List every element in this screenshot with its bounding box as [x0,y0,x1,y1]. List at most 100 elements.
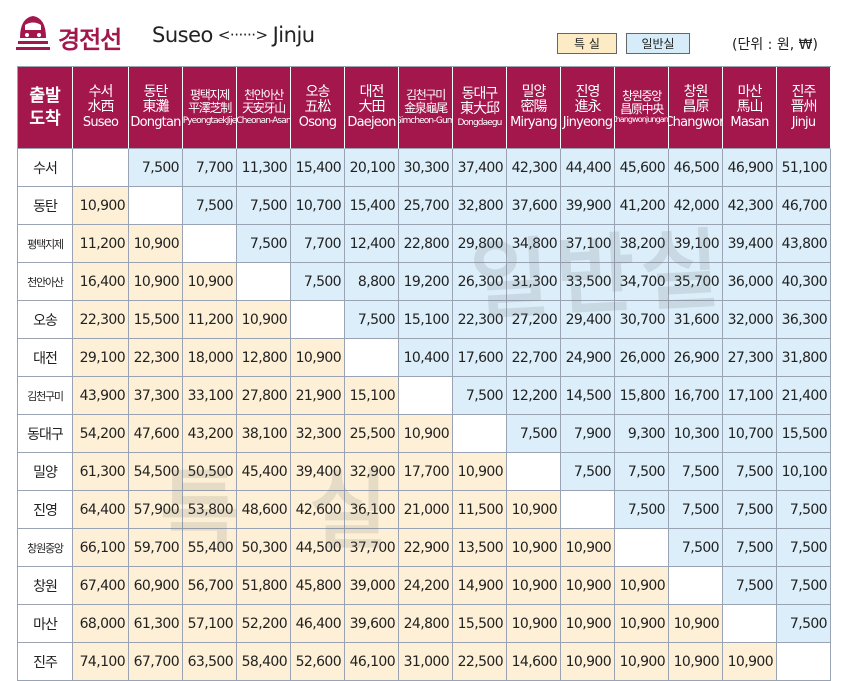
fare-cell: 30,300 [399,149,453,187]
fare-cell: 10,900 [237,301,291,339]
fare-cell: 7,500 [669,491,723,529]
column-header-hanja: 平澤芝制 [188,101,232,116]
column-header-english: Cheonan-Asan [237,115,291,126]
fare-cell: 57,900 [129,491,183,529]
fare-cell: 46,400 [291,605,345,643]
fare-cell: 42,300 [723,187,777,225]
fare-cell: 46,700 [777,187,831,225]
fare-cell: 64,400 [73,491,129,529]
fare-cell: 45,800 [291,567,345,605]
train-icon [16,16,50,50]
column-header-english: Jinyeong [562,114,613,130]
fare-cell: 7,500 [723,529,777,567]
column-header-english: Suseo [82,114,119,130]
fare-cell: 45,400 [237,453,291,491]
column-header-english: Masan [730,114,769,130]
fare-cell: 10,300 [669,415,723,453]
fare-cell: 10,900 [507,529,561,567]
column-header: 동대구 東大邱 Dongdaegu [453,67,507,149]
fare-cell [345,339,399,377]
column-header: 수서 水西 Suseo [73,67,129,149]
fare-cell: 14,600 [507,643,561,681]
fare-cell: 53,800 [183,491,237,529]
fare-cell: 46,500 [669,149,723,187]
column-header-english: PyeongtaekJije [183,115,237,126]
column-header: 천안아산 天安牙山 Cheonan-Asan [237,67,291,149]
fare-cell: 52,600 [291,643,345,681]
fare-cell: 10,900 [453,453,507,491]
fare-cell: 22,300 [129,339,183,377]
fare-cell: 22,800 [399,225,453,263]
fare-cell: 34,800 [507,225,561,263]
fare-table: 출발 도착 수서 水西 Suseo 동탄 東灘 Dongtan 평택지제 平澤芝制 Pyeong… [17,66,831,681]
fare-cell: 59,700 [129,529,183,567]
fare-cell: 43,800 [777,225,831,263]
fare-cell: 22,900 [399,529,453,567]
fare-cell: 35,700 [669,263,723,301]
fare-cell: 10,900 [507,605,561,643]
fare-cell: 15,400 [291,149,345,187]
fare-cell [723,605,777,643]
table-corner: 출발 도착 [18,67,73,149]
fare-cell: 42,000 [669,187,723,225]
fare-cell: 14,900 [453,567,507,605]
fare-cell: 31,800 [777,339,831,377]
fare-cell: 51,800 [237,567,291,605]
fare-cell: 10,700 [291,187,345,225]
fare-cell: 32,000 [723,301,777,339]
fare-cell: 7,500 [615,453,669,491]
fare-cell: 36,300 [777,301,831,339]
fare-cell: 29,100 [73,339,129,377]
fare-cell: 61,300 [129,605,183,643]
column-header-hanja: 天安牙山 [242,101,286,116]
fare-cell: 10,900 [507,491,561,529]
column-header-korean: 동대구 [461,85,499,102]
row-header: 김천구미 [18,377,73,415]
fare-cell: 10,900 [615,605,669,643]
fare-cell: 17,100 [723,377,777,415]
fare-cell: 67,700 [129,643,183,681]
fare-cell: 43,900 [73,377,129,415]
fare-cell: 15,100 [399,301,453,339]
fare-cell: 57,100 [183,605,237,643]
fare-cell: 9,300 [615,415,669,453]
fare-cell: 39,900 [561,187,615,225]
fare-cell: 15,500 [129,301,183,339]
fare-cell [453,415,507,453]
column-header-korean: 밀양 [521,83,547,100]
fare-cell: 10,900 [129,263,183,301]
column-header-korean: 마산 [737,83,763,100]
fare-cell: 44,400 [561,149,615,187]
route-arrow: <······> [217,26,268,44]
fare-cell: 22,700 [507,339,561,377]
fare-cell: 17,700 [399,453,453,491]
column-header-hanja: 昌原中央 [620,102,664,117]
fare-cell: 32,800 [453,187,507,225]
fare-cell: 31,600 [669,301,723,339]
fare-cell: 17,600 [453,339,507,377]
column-header-english: Dongdaegu [457,118,503,129]
fare-cell: 50,300 [237,529,291,567]
fare-cell: 60,900 [129,567,183,605]
column-header: 동탄 東灘 Dongtan [129,67,183,149]
fare-cell [129,187,183,225]
fare-cell: 7,500 [183,187,237,225]
fare-cell: 74,100 [73,643,129,681]
column-header-english: Daejeon [347,114,396,130]
fare-cell: 38,100 [237,415,291,453]
column-header-korean: 천안아산 [244,88,284,103]
route-from: Suseo [152,23,213,47]
fare-cell [399,377,453,415]
row-header: 창원 [18,567,73,605]
fare-cell: 54,500 [129,453,183,491]
fare-cell: 7,500 [723,453,777,491]
fare-cell: 39,400 [723,225,777,263]
fare-cell: 10,900 [561,567,615,605]
column-header-english: Jinju [791,114,816,130]
fare-cell: 7,500 [723,567,777,605]
fare-cell: 10,900 [615,643,669,681]
fare-cell: 39,600 [345,605,399,643]
fare-cell: 7,500 [669,529,723,567]
fare-cell: 11,200 [183,301,237,339]
fare-cell: 32,900 [345,453,399,491]
